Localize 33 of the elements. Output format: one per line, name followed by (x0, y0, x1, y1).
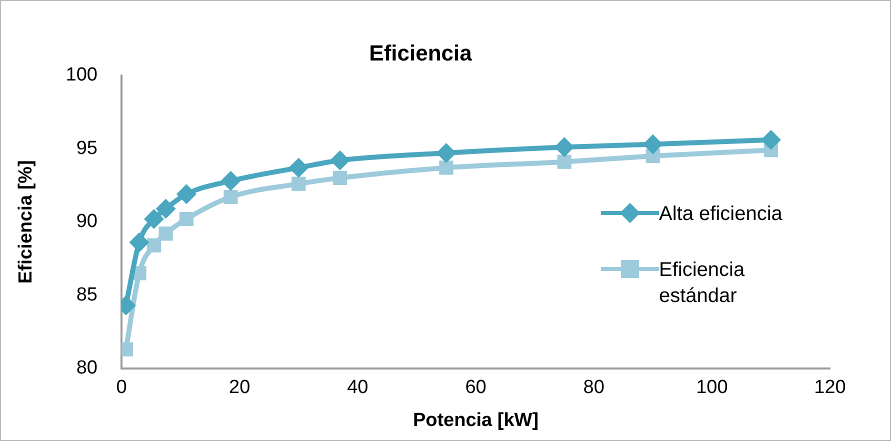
point (144, 208, 164, 229)
point (288, 158, 309, 178)
y-tick-label: 95 (76, 138, 98, 159)
point (179, 212, 194, 226)
point (220, 170, 241, 191)
y-tick-label: 80 (76, 358, 98, 379)
point (129, 232, 150, 252)
x-tick-label: 120 (814, 377, 846, 398)
x-tick-label: 100 (696, 377, 728, 398)
point (330, 150, 350, 170)
point (439, 160, 454, 175)
point (332, 170, 348, 186)
point (156, 198, 176, 219)
x-tick-label: 80 (583, 377, 604, 398)
x-axis-title: Potencia [kW] (412, 410, 539, 431)
point (176, 184, 196, 204)
y-tick-label: 85 (76, 284, 98, 306)
chart-title: Eficiencia (369, 40, 473, 66)
y-tick-label: 100 (66, 64, 98, 86)
x-tick-label: 60 (465, 377, 486, 398)
x-tick-label: 20 (229, 377, 250, 398)
point (224, 190, 238, 204)
point (436, 143, 456, 164)
point (146, 238, 162, 252)
x-tick-label: 40 (347, 377, 368, 398)
point (292, 176, 306, 191)
y-axis-title: Eficiencia [%] (16, 160, 37, 284)
legend-label: Alta eficiencia (659, 202, 784, 227)
y-tick-label: 90 (76, 211, 98, 232)
x-tick-label: 0 (116, 377, 127, 398)
legend-label: Eficiencia estándar (659, 258, 746, 309)
point (158, 226, 173, 241)
point (557, 154, 572, 169)
